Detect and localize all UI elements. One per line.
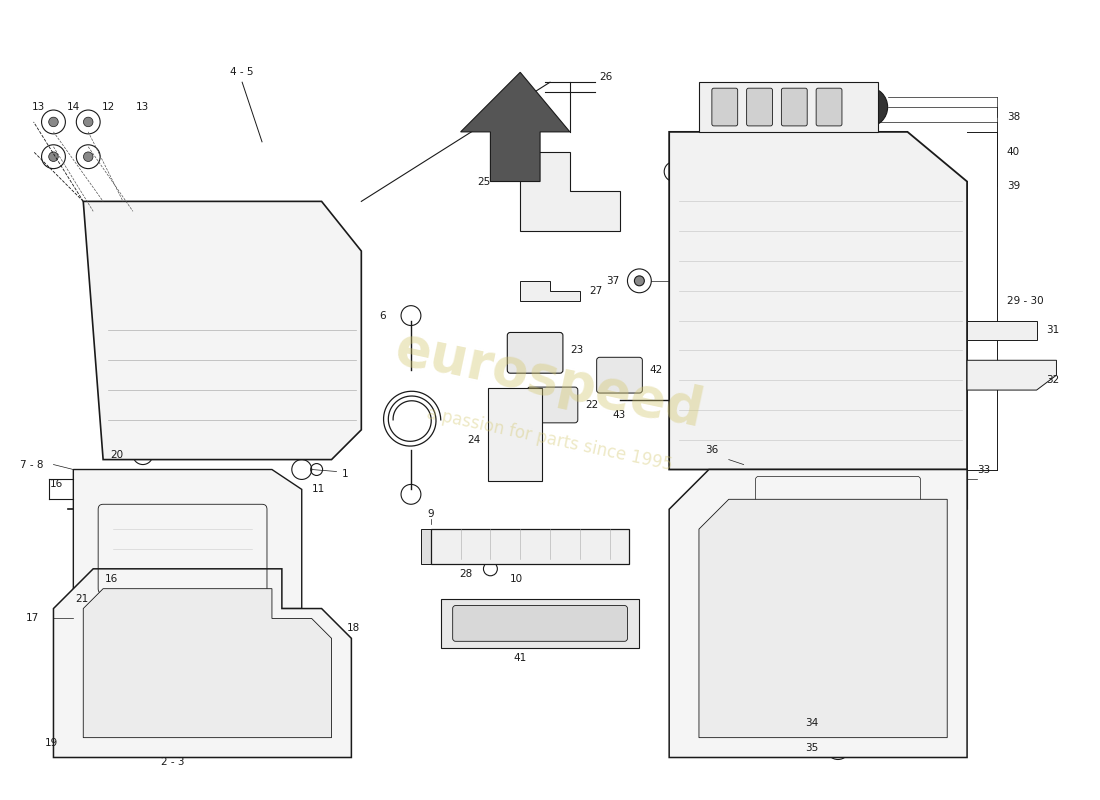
Text: 36: 36 [705,445,718,454]
Text: eurospeed: eurospeed [392,322,708,438]
Text: 18: 18 [346,623,360,634]
Text: 16: 16 [104,574,118,584]
Circle shape [97,588,109,600]
Text: 33: 33 [977,465,990,474]
Text: 16: 16 [51,479,64,490]
Circle shape [187,588,198,600]
FancyBboxPatch shape [816,88,842,126]
Text: 7 - 8: 7 - 8 [20,459,44,470]
Text: 12: 12 [101,102,114,112]
Text: 31: 31 [1046,326,1059,335]
Text: 2 - 3: 2 - 3 [161,758,185,767]
Polygon shape [421,529,441,564]
Polygon shape [84,589,331,738]
FancyBboxPatch shape [453,606,627,642]
FancyBboxPatch shape [488,388,542,482]
Polygon shape [74,470,301,609]
Circle shape [848,87,888,127]
Circle shape [126,588,139,600]
Polygon shape [520,281,580,301]
Text: 24: 24 [468,434,481,445]
Text: 20: 20 [110,450,123,460]
Circle shape [821,105,835,119]
Text: 32: 32 [1046,375,1059,385]
Text: 26: 26 [600,72,613,82]
FancyBboxPatch shape [747,88,772,126]
Text: 29 - 30: 29 - 30 [1006,296,1044,306]
Polygon shape [441,598,639,648]
Text: 35: 35 [805,742,818,753]
Circle shape [84,152,94,162]
Text: 22: 22 [585,400,598,410]
Text: a passion for parts since 1995: a passion for parts since 1995 [426,405,674,474]
Text: 42: 42 [649,366,662,375]
Circle shape [217,588,229,600]
Text: 1: 1 [341,470,348,479]
FancyBboxPatch shape [596,358,642,393]
Polygon shape [669,132,967,470]
Text: 40: 40 [1006,146,1020,157]
Text: 39: 39 [1006,182,1020,191]
Circle shape [717,105,730,119]
Polygon shape [54,569,351,758]
Polygon shape [669,470,967,758]
FancyBboxPatch shape [781,88,807,126]
Polygon shape [698,470,967,510]
Circle shape [84,117,94,126]
FancyBboxPatch shape [527,387,578,423]
Text: 15: 15 [262,623,275,634]
Polygon shape [967,360,1056,390]
Text: 11: 11 [311,484,324,494]
Text: 10: 10 [510,574,524,584]
Text: 21: 21 [75,594,88,604]
Polygon shape [461,72,570,182]
Text: 27: 27 [590,286,603,296]
Text: 38: 38 [1006,112,1020,122]
FancyBboxPatch shape [712,88,738,126]
Polygon shape [84,202,361,459]
Text: 13: 13 [32,102,45,112]
Text: 25: 25 [477,177,491,186]
Text: 9: 9 [428,510,435,519]
Text: 28: 28 [459,569,472,578]
Text: 17: 17 [25,614,39,623]
Circle shape [48,152,58,162]
Text: 19: 19 [45,738,58,748]
Circle shape [48,117,58,126]
Circle shape [786,105,801,119]
Polygon shape [520,152,619,231]
Polygon shape [967,321,1036,341]
Circle shape [635,276,645,286]
Polygon shape [698,499,947,738]
FancyBboxPatch shape [507,333,563,373]
Circle shape [139,450,146,458]
Circle shape [751,105,766,119]
Text: 13: 13 [136,102,150,112]
Circle shape [157,588,168,600]
Polygon shape [698,82,878,132]
Text: 14: 14 [67,102,80,112]
Circle shape [861,100,875,114]
Text: 43: 43 [613,410,626,420]
Text: 4 - 5: 4 - 5 [230,67,254,78]
Text: 34: 34 [805,718,818,728]
Polygon shape [431,529,629,564]
Text: 6: 6 [379,310,386,321]
Text: 23: 23 [570,346,583,355]
Text: 37: 37 [606,276,619,286]
Circle shape [140,575,146,582]
Text: 41: 41 [514,653,527,663]
